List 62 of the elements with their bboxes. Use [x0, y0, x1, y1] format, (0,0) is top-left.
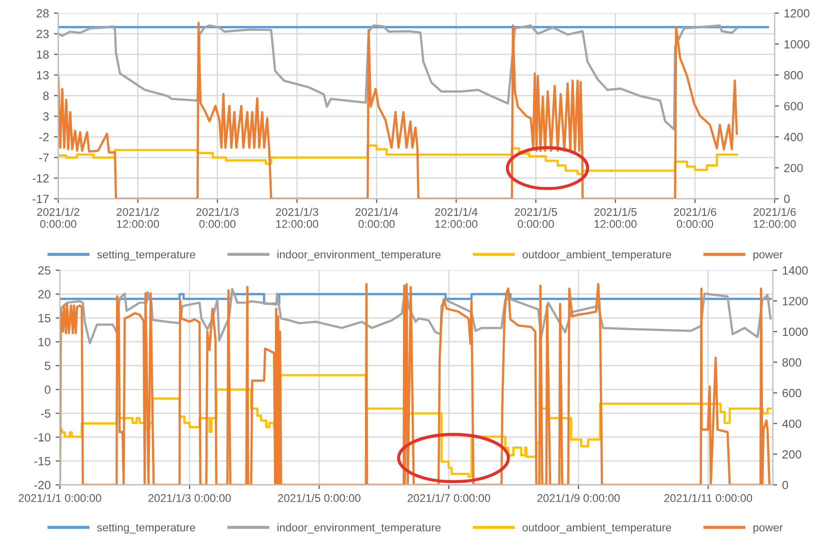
legend-label: indoor_environment_temperature	[277, 523, 441, 534]
y2-tick-label: 0	[782, 480, 788, 490]
y-tick-label: 20	[38, 290, 50, 299]
legend-label: power	[753, 525, 783, 534]
y-tick-label: -17	[32, 194, 49, 204]
x-tick-label: 2021/1/1 0:00:00	[18, 494, 102, 502]
y-tick-label: 5	[44, 362, 50, 370]
x-tick-label: 2021/1/3 12:00:00	[276, 208, 318, 228]
y2-tick-label: 600	[784, 102, 803, 110]
y2-tick-label: 200	[782, 450, 802, 459]
x-tick-label: 2021/1/6 0:00:00	[674, 208, 716, 228]
legend-label: outdoor_ambient_temperature	[522, 250, 672, 261]
x-tick-label: 2021/1/4 0:00:00	[356, 208, 398, 228]
y-tick-label: 3	[43, 112, 49, 121]
y2-tick-label: 1200	[784, 9, 810, 18]
line-series	[60, 282, 771, 485]
y-tick-label: 28	[36, 9, 49, 18]
line-series	[58, 24, 738, 131]
y2-tick-label: 400	[782, 420, 802, 428]
x-tick-label: 2021/1/11 0:00:00	[664, 494, 752, 502]
y-tick-label: 23	[36, 30, 49, 38]
y2-tick-label: 400	[784, 132, 803, 142]
y-tick-label: -7	[39, 154, 49, 162]
x-tick-label: 2021/1/7 0:00:00	[408, 494, 490, 502]
y-tick-label: 15	[38, 314, 50, 322]
y-tick-label: 10	[38, 338, 50, 346]
y-tick-label: -12	[32, 174, 49, 182]
legend-label: setting_temperature	[97, 523, 196, 534]
y-tick-label: 8	[43, 92, 49, 100]
y-tick-label: 13	[36, 71, 49, 80]
line-series	[58, 22, 738, 199]
y2-tick-label: 0	[784, 194, 790, 204]
x-tick-label: 2021/1/4 12:00:00	[435, 208, 478, 228]
legend-label: power	[753, 252, 783, 261]
y-tick-label: -2	[39, 132, 49, 142]
legend-label: outdoor_ambient_temperature	[522, 523, 672, 534]
y2-tick-label: 800	[784, 71, 803, 80]
x-tick-label: 2021/1/5 12:00:00	[594, 208, 637, 228]
y-tick-label: 0	[44, 386, 50, 394]
x-tick-label: 2021/1/9 0:00:00	[537, 494, 620, 502]
y-tick-label: -20	[34, 480, 50, 490]
y-tick-label: -10	[34, 433, 50, 442]
y-tick-label: -5	[40, 409, 50, 418]
y2-tick-label: 800	[782, 358, 802, 367]
legend-label: indoor_environment_temperature	[277, 250, 441, 261]
x-tick-label: 2021/1/6 12:00:00	[754, 208, 796, 228]
x-tick-label: 2021/1/2 12:00:00	[116, 208, 160, 228]
x-tick-label: 2021/1/3 0:00:00	[148, 494, 231, 502]
x-tick-label: 2021/1/3 0:00:00	[196, 208, 239, 228]
x-tick-label: 2021/1/5 0:00:00	[514, 208, 557, 228]
y-tick-label: 18	[36, 50, 49, 59]
x-tick-label: 2021/1/2 0:00:00	[37, 208, 80, 228]
y2-tick-label: 600	[782, 388, 802, 398]
y2-tick-label: 1200	[782, 296, 808, 306]
x-tick-label: 2021/1/5 0:00:00	[278, 494, 360, 502]
y2-tick-label: 1000	[784, 40, 810, 48]
y-tick-label: 25	[38, 266, 50, 275]
y2-tick-label: 1000	[782, 328, 808, 336]
y-tick-label: -15	[34, 457, 50, 466]
y2-tick-label: 200	[784, 164, 803, 172]
legend-label: setting_temperature	[97, 250, 196, 261]
y2-tick-label: 1400	[782, 266, 808, 275]
